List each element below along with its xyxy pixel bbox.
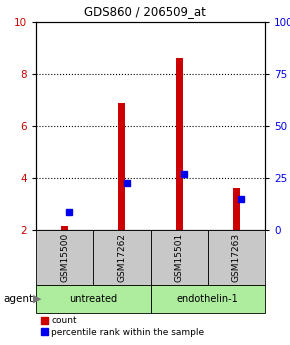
Text: endothelin-1: endothelin-1 bbox=[177, 294, 239, 304]
Bar bbox=[151, 230, 208, 285]
Text: ▶: ▶ bbox=[33, 294, 42, 304]
Bar bbox=[176, 58, 183, 230]
Bar bbox=[233, 188, 240, 230]
Text: GSM17262: GSM17262 bbox=[117, 233, 126, 282]
Bar bbox=[118, 102, 125, 230]
Bar bbox=[61, 226, 68, 230]
Text: GDS860 / 206509_at: GDS860 / 206509_at bbox=[84, 6, 206, 19]
Text: GSM15500: GSM15500 bbox=[60, 233, 69, 282]
Text: GSM17263: GSM17263 bbox=[232, 233, 241, 282]
Legend: count, percentile rank within the sample: count, percentile rank within the sample bbox=[41, 316, 204, 337]
Text: GSM15501: GSM15501 bbox=[175, 233, 184, 282]
Bar bbox=[93, 230, 151, 285]
Text: untreated: untreated bbox=[69, 294, 117, 304]
Bar bbox=[151, 285, 265, 313]
Bar bbox=[36, 230, 93, 285]
Bar bbox=[36, 285, 151, 313]
Text: agent: agent bbox=[3, 294, 33, 304]
Bar bbox=[208, 230, 265, 285]
